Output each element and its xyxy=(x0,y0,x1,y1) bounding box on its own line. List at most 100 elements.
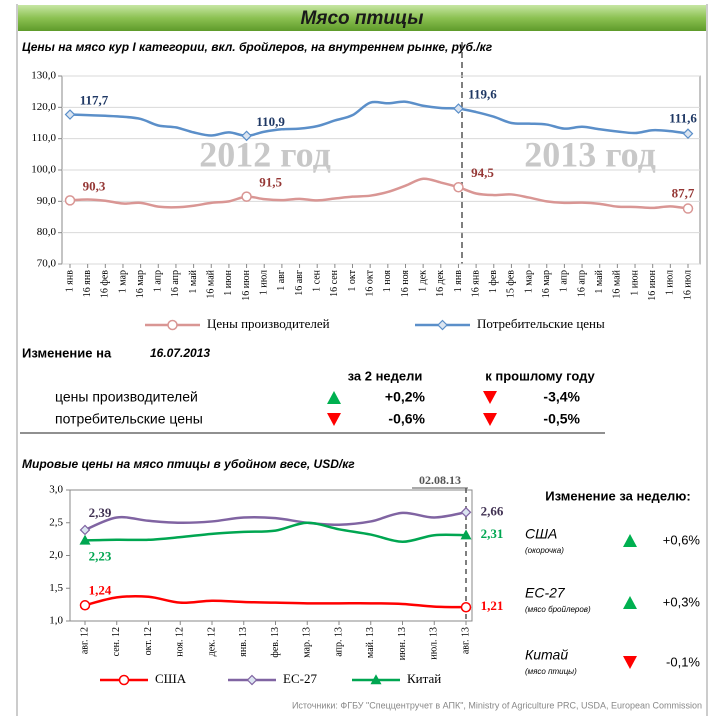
item-note: (мясо птицы) xyxy=(525,667,577,676)
down-arrow xyxy=(483,391,497,404)
up-arrow xyxy=(623,596,637,609)
cell: -0,6% xyxy=(388,411,425,427)
annotation: 02.08.13 xyxy=(419,473,461,487)
header-bar xyxy=(18,5,706,31)
item-change: +0,6% xyxy=(663,532,701,547)
x-tick-label: мар. 13 xyxy=(302,627,313,658)
x-tick-label: 1 апр xyxy=(153,270,164,292)
x-tick-label: 16 мар xyxy=(541,270,552,298)
x-tick-label: июн. 13 xyxy=(397,627,408,660)
up-arrow xyxy=(623,534,637,547)
y-tick-label: 2,0 xyxy=(49,549,63,561)
data-label: 119,6 xyxy=(468,87,497,102)
x-tick-label: 16 июл xyxy=(682,270,693,300)
marker xyxy=(241,130,252,142)
y-tick-label: 3,0 xyxy=(49,484,63,496)
item-name: Китай xyxy=(525,647,568,663)
x-tick-label: 1 май xyxy=(188,269,199,293)
y-tick-label: 2,5 xyxy=(49,516,63,528)
up-arrow xyxy=(327,391,341,404)
x-tick-label: 1 май xyxy=(594,269,605,293)
table-date: 16.07.2013 xyxy=(150,346,210,360)
x-tick-label: 1 янв xyxy=(64,270,75,292)
x-tick-label: 16 янв xyxy=(82,270,93,297)
marker xyxy=(453,181,464,193)
legend-label: Цены производителей xyxy=(207,316,330,331)
series-line xyxy=(69,100,689,138)
x-tick-label: 16 июн xyxy=(647,269,658,300)
data-label: 87,7 xyxy=(672,186,695,201)
row-label: потребительские цены xyxy=(55,411,203,427)
marker xyxy=(64,195,76,206)
legend-label: Китай xyxy=(407,671,441,686)
data-label: 117,7 xyxy=(80,93,109,108)
x-tick-label: май. 13 xyxy=(365,627,376,658)
data-label: 94,5 xyxy=(471,165,494,180)
data-label: 91,5 xyxy=(259,175,282,190)
x-tick-label: 16 апр xyxy=(576,270,587,297)
x-tick-label: 1 янв xyxy=(453,270,464,292)
x-tick-label: 1 июн xyxy=(629,269,640,295)
x-tick-label: 1 окт xyxy=(347,269,358,291)
item-change: +0,3% xyxy=(663,594,701,609)
marker xyxy=(370,674,382,685)
data-label: 2,39 xyxy=(89,505,112,520)
x-tick-label: 1 дек xyxy=(417,270,428,292)
row-label: цены производителей xyxy=(55,389,198,405)
marker xyxy=(682,203,694,214)
data-label: 90,3 xyxy=(83,178,106,193)
x-tick-label: 1 авг xyxy=(276,270,287,291)
data-label: 110,9 xyxy=(256,114,285,129)
x-tick-label: 1 фев xyxy=(488,270,499,293)
x-tick-label: 16 май xyxy=(206,269,217,298)
x-tick-label: 16 ноя xyxy=(400,270,411,298)
x-tick-label: окт. 12 xyxy=(143,627,154,655)
x-tick-label: 16 дек xyxy=(435,270,446,297)
data-label: 2,31 xyxy=(481,526,504,541)
item-note: (окорочка) xyxy=(525,546,564,555)
series-line xyxy=(69,177,689,210)
item-note: (мясо бройлеров) xyxy=(525,605,591,614)
x-tick-label: 16 янв xyxy=(470,270,481,297)
chart-title: Мировые цены на мясо птицы в убойном вес… xyxy=(22,457,355,471)
marker xyxy=(167,319,178,331)
x-tick-label: 1 июл xyxy=(665,270,676,295)
marker xyxy=(437,319,448,331)
x-tick-label: 1 июл xyxy=(259,270,270,295)
x-tick-label: 1 ноя xyxy=(382,270,393,293)
table-title: Изменение на xyxy=(22,345,112,360)
legend-label: ЕС-27 xyxy=(283,671,317,686)
marker xyxy=(460,601,472,613)
column-header: к прошлому году xyxy=(485,368,595,383)
marker xyxy=(79,600,91,611)
chart-title: Цены на мясо кур I категории, вкл. бройл… xyxy=(22,40,493,54)
down-arrow xyxy=(623,656,637,669)
x-tick-label: сен. 12 xyxy=(111,627,122,656)
marker xyxy=(118,674,130,686)
x-tick-label: 15 фев xyxy=(506,270,517,298)
y-tick-label: 110,0 xyxy=(32,132,57,144)
series-line xyxy=(84,511,467,532)
down-arrow xyxy=(483,413,497,426)
marker xyxy=(241,191,252,202)
data-label: 2,23 xyxy=(89,548,112,563)
y-tick-label: 100,0 xyxy=(31,164,56,176)
item-name: США xyxy=(525,526,557,542)
x-tick-label: 16 сен xyxy=(329,269,340,296)
data-label: 111,6 xyxy=(669,111,697,126)
annotation: 2013 год xyxy=(524,134,656,174)
y-tick-label: 70,0 xyxy=(37,258,57,270)
marker xyxy=(79,524,91,536)
x-tick-label: авг. 13 xyxy=(460,627,471,654)
x-tick-label: 16 авг xyxy=(294,270,305,296)
x-tick-label: 1 мар xyxy=(117,270,128,293)
x-tick-label: дек. 12 xyxy=(206,627,217,656)
data-label: 1,24 xyxy=(89,582,112,597)
column-header: за 2 недели xyxy=(348,368,423,383)
item-name: ЕС-27 xyxy=(525,585,566,601)
x-tick-label: 16 окт xyxy=(364,269,375,296)
annotation: 2012 год xyxy=(199,134,331,174)
legend-label: Потребительские цены xyxy=(477,316,605,331)
x-tick-label: 16 июн xyxy=(241,269,252,300)
